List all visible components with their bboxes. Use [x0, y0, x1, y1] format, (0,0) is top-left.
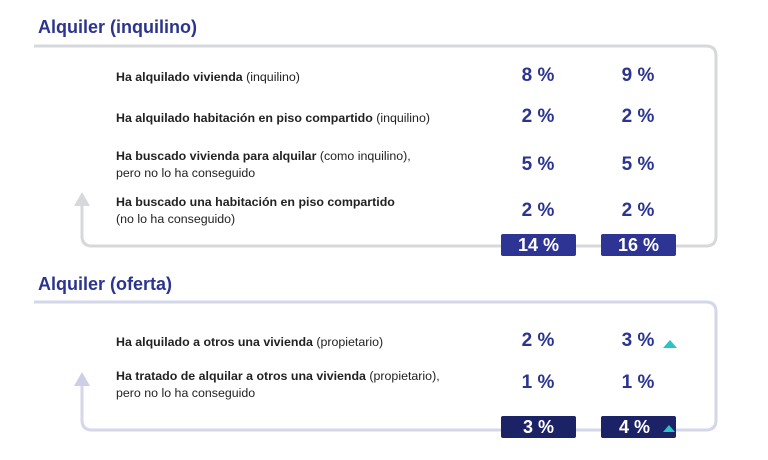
frame-oferta [34, 300, 718, 432]
row-label: Ha alquilado habitación en piso comparti… [116, 111, 430, 125]
row-label: Ha buscado una habitación en piso compar… [116, 195, 395, 226]
value-col1: 2 % [521, 330, 555, 351]
total-badge-col2: 4 % [601, 416, 676, 438]
value-col2: 2 % [621, 200, 655, 221]
value-col1: 1 % [521, 372, 555, 393]
value-col1: 2 % [521, 200, 555, 221]
row-label: Ha tratado de alquilar a otros una vivie… [116, 369, 440, 400]
frame-inquilino [34, 44, 718, 248]
up-triangle-icon [663, 425, 675, 432]
value-col2: 9 % [621, 65, 655, 86]
value-col2: 1 % [621, 372, 655, 393]
value-col2: 2 % [621, 106, 655, 127]
row-label: Ha alquilado vivienda (inquilino) [116, 70, 300, 84]
value-col2: 3 % [621, 330, 655, 351]
total-badge-col2: 16 % [601, 234, 676, 256]
value-col1: 5 % [521, 154, 555, 175]
value-col2: 5 % [621, 154, 655, 175]
section-title-oferta: Alquiler (oferta) [38, 274, 173, 294]
section-title-inquilino: Alquiler (inquilino) [38, 17, 197, 37]
up-triangle-icon [663, 340, 677, 348]
value-col1: 2 % [521, 106, 555, 127]
total-badge-col1: 14 % [501, 234, 576, 256]
value-col1: 8 % [521, 65, 555, 86]
arrow-up-icon [74, 372, 90, 386]
arrow-up-icon [74, 192, 90, 206]
total-badge-col1: 3 % [501, 416, 576, 438]
row-label: Ha buscado vivienda para alquilar (como … [116, 149, 411, 180]
row-label: Ha alquilado a otros una vivienda (propi… [116, 335, 384, 349]
